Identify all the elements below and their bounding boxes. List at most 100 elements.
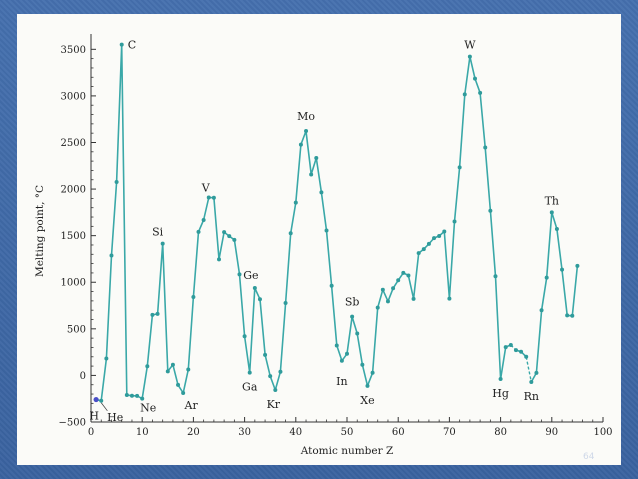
- data-point: [257, 297, 262, 302]
- element-label-in: In: [336, 375, 347, 388]
- element-label-h: H: [89, 410, 99, 423]
- data-point: [298, 142, 303, 147]
- data-point: [181, 391, 186, 396]
- element-label-ne: Ne: [140, 402, 156, 415]
- data-point: [411, 296, 416, 301]
- element-label-kr: Kr: [267, 398, 281, 411]
- element-label-si: Si: [152, 226, 164, 239]
- series-line: [530, 211, 579, 383]
- data-point: [365, 383, 370, 388]
- data-point: [211, 195, 216, 200]
- data-point: [283, 301, 288, 306]
- ticks: 0 10 20 30 40 50 60 70 80 90 100−50005001000150020…: [59, 45, 613, 438]
- data-point: [498, 377, 503, 382]
- data-point: [375, 305, 380, 310]
- data-point: [155, 311, 160, 316]
- y-tick-label: 2000: [61, 185, 86, 196]
- data-point: [309, 172, 314, 177]
- data-point: [222, 230, 227, 235]
- hydrogen-point: [93, 396, 99, 403]
- data-point: [252, 286, 257, 291]
- data-point: [380, 287, 385, 292]
- data-point: [247, 370, 252, 375]
- element-label-mo: Mo: [297, 110, 315, 123]
- figure-panel: 0 10 20 30 40 50 60 70 80 90 100 −500 0 500 1000 1500 20…: [17, 14, 621, 465]
- data-point: [329, 283, 334, 288]
- data-point: [396, 278, 401, 283]
- data-point: [314, 155, 319, 160]
- data-point: [124, 392, 129, 397]
- data-point: [570, 313, 575, 318]
- data-point: [355, 331, 360, 336]
- page-number: 64: [583, 452, 595, 462]
- y-tick-label: 500: [67, 324, 86, 335]
- data-point: [350, 314, 355, 319]
- data-point: [119, 42, 124, 47]
- element-label-ga: Ga: [242, 381, 258, 394]
- data-point: [160, 241, 165, 246]
- data-point: [293, 200, 298, 205]
- data-point: [140, 396, 145, 401]
- element-label-th: Th: [545, 194, 559, 207]
- data-point: [462, 92, 467, 97]
- x-tick-label: 60: [392, 427, 405, 438]
- data-point: [426, 241, 431, 246]
- data-point: [513, 348, 518, 353]
- y-tick-label: 1500: [61, 231, 86, 242]
- data-point: [145, 364, 150, 369]
- data-series: [95, 43, 579, 412]
- data-point: [549, 210, 554, 215]
- data-point: [560, 267, 565, 272]
- x-tick-label: 0: [88, 427, 94, 438]
- series-line: [95, 43, 512, 402]
- data-point: [544, 275, 549, 280]
- data-point: [165, 369, 170, 374]
- data-point: [334, 343, 339, 348]
- x-tick-label: 50: [341, 427, 354, 438]
- data-point: [109, 253, 114, 258]
- data-point: [263, 352, 268, 357]
- data-point: [406, 273, 411, 278]
- data-point: [227, 234, 232, 239]
- y-tick-label: 3500: [61, 45, 86, 56]
- element-label-c: C: [128, 39, 136, 52]
- data-point: [360, 362, 365, 367]
- data-point: [237, 272, 242, 277]
- data-point: [503, 345, 508, 350]
- data-point: [575, 263, 580, 268]
- y-tick-label: −500: [59, 418, 86, 429]
- element-label-rn: Rn: [524, 390, 539, 403]
- data-point: [437, 233, 442, 238]
- data-point: [467, 54, 472, 59]
- data-point: [391, 286, 396, 291]
- data-point: [478, 90, 483, 95]
- element-label-ge: Ge: [243, 269, 258, 282]
- x-tick-label: 40: [289, 427, 302, 438]
- data-point: [457, 165, 462, 170]
- x-tick-label: 20: [187, 427, 200, 438]
- data-point: [191, 294, 196, 299]
- element-labels: C H He Ne Si Ar V Ga Ge Kr Mo In Sb Xe W Hg Rn Th: [89, 39, 559, 424]
- data-point: [452, 219, 457, 224]
- data-point: [324, 228, 329, 233]
- data-point: [508, 342, 513, 347]
- element-label-hg: Hg: [492, 387, 509, 400]
- element-label-w: W: [464, 39, 476, 52]
- data-point: [150, 312, 155, 317]
- y-tick-label: 3000: [61, 91, 86, 102]
- data-point: [370, 370, 375, 375]
- data-point: [539, 308, 544, 313]
- data-point: [288, 231, 293, 236]
- x-tick-label: 70: [443, 427, 456, 438]
- data-point: [442, 229, 447, 234]
- data-point: [385, 299, 390, 304]
- element-label-he: He: [107, 411, 123, 424]
- data-point: [232, 237, 237, 242]
- data-point: [554, 226, 559, 231]
- x-tick-label: 100: [593, 427, 612, 438]
- data-point: [196, 229, 201, 234]
- y-tick-label: 1000: [61, 278, 86, 289]
- data-point: [176, 382, 181, 387]
- data-point: [345, 351, 349, 356]
- element-label-ar: Ar: [184, 399, 199, 412]
